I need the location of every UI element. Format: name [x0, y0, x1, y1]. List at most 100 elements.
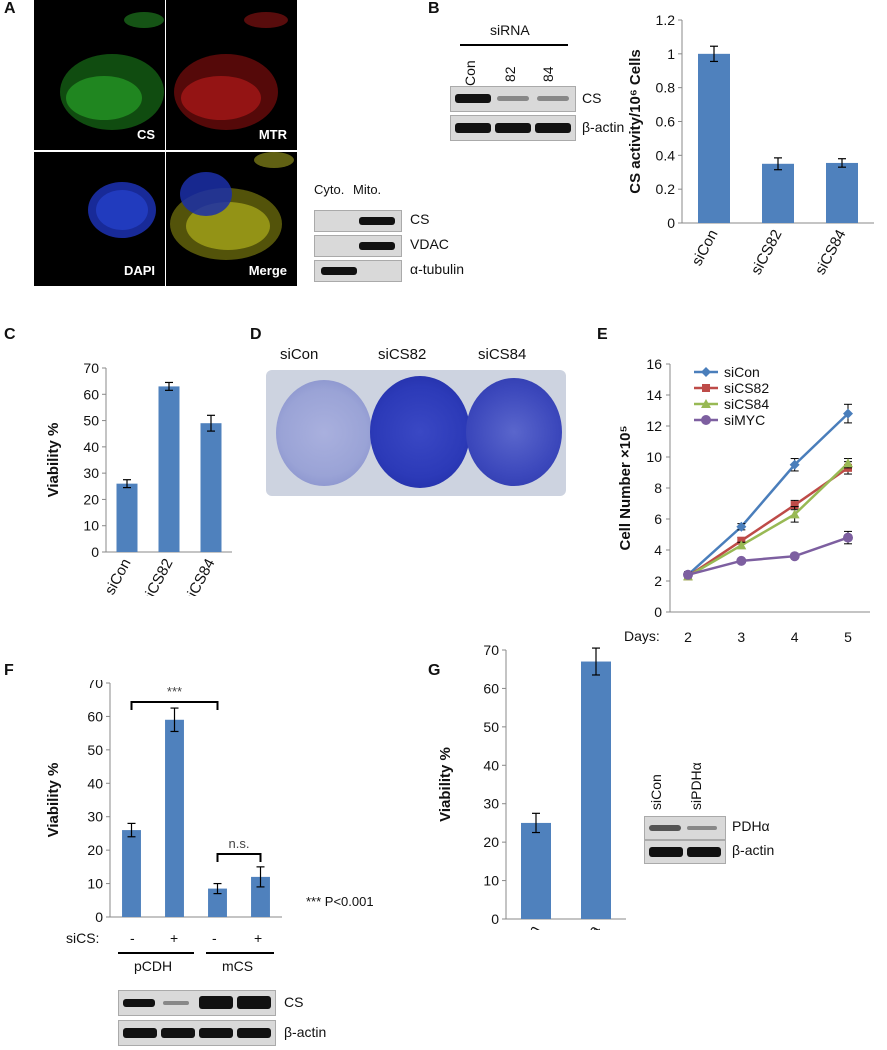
- chart-e-xtick-3: 5: [844, 629, 852, 645]
- chart-c-ytick-6: 60: [83, 386, 99, 402]
- chart-f-ytick-4: 40: [87, 775, 103, 791]
- f-pvalue-note: *** P<0.001: [306, 894, 374, 909]
- blot-a-row-cs: [314, 210, 402, 232]
- blot-g-label-pdha: PDHα: [732, 818, 770, 834]
- chart-b-ytick-2: 0.4: [656, 147, 676, 163]
- blot-f-label-actin: β-actin: [284, 1024, 327, 1040]
- chart-g-xtick-1: siPDHa: [565, 922, 604, 930]
- chart-e-point-siCS84-2: [789, 509, 800, 519]
- chart-g-ytick-5: 50: [483, 719, 499, 735]
- chart-e-xtick-1: 3: [737, 629, 745, 645]
- micro-label-merge: Merge: [248, 263, 287, 278]
- chart-c-bar-1: [158, 386, 180, 552]
- chart-c-ytick-3: 30: [83, 465, 99, 481]
- dish-sics84: [466, 378, 562, 486]
- dish-label-sics84: siCS84: [478, 346, 527, 363]
- chart-e-point-siMYC-3: [843, 532, 853, 543]
- blot-f-label-cs: CS: [284, 994, 304, 1010]
- blot-a-header-mito: Mito.: [353, 182, 382, 197]
- panel-letter-e: E: [597, 326, 608, 343]
- chart-c-ytick-0: 0: [91, 544, 99, 560]
- chart-g-ylabel: Viability %: [437, 747, 454, 822]
- blot-a-label-tubulin: α-tubulin: [410, 261, 465, 277]
- chart-e-ytick-2: 4: [654, 542, 662, 558]
- f-sig-main-label: ***: [167, 684, 182, 699]
- chart-e-legend-marker-siCS84: [701, 399, 711, 408]
- f-group-line-pcdh: [118, 952, 194, 954]
- chart-e-legend-label-siCon: siCon: [724, 364, 760, 380]
- chart-f-ytick-1: 10: [87, 876, 103, 892]
- chart-b-ytick-0: 0: [667, 215, 675, 231]
- chart-c-ytick-7: 70: [83, 360, 99, 376]
- chart-e-legend-label-siCS84: siCS84: [724, 396, 769, 412]
- chart-e-legend-label-siMYC: siMYC: [724, 412, 765, 428]
- chart-g-ytick-1: 10: [483, 873, 499, 889]
- chart-g-bar-1: [581, 661, 611, 919]
- chart-f-ytick-7: 70: [87, 680, 103, 691]
- blot-a-header-cyto: Cyto.: [314, 182, 345, 197]
- chart-e-line-siMYC: [687, 536, 849, 577]
- chart-e-ytick-6: 12: [646, 418, 662, 434]
- dish-label-sics82: siCS82: [378, 346, 427, 363]
- blot-a-label-cs: CS: [410, 211, 430, 227]
- chart-c-ytick-5: 50: [83, 413, 99, 429]
- chart-b-ytick-4: 0.8: [656, 80, 676, 96]
- chart-e-line-siCS82: [687, 466, 849, 578]
- chart-b-bar-1: [762, 163, 794, 223]
- blot-b-header-line: [460, 44, 568, 46]
- blot-b-lane-84: 84: [540, 66, 556, 82]
- chart-e-point-siCon-1: [736, 521, 747, 532]
- blot-a-row-tubulin: [314, 260, 402, 282]
- blot-f-row-cs: [118, 990, 276, 1016]
- chart-e-ytick-3: 6: [654, 511, 662, 527]
- chart-f-bar-3: [251, 876, 270, 917]
- blot-b-row-actin: [450, 115, 576, 141]
- chart-e-legend-label-siCS82: siCS82: [724, 380, 769, 396]
- f-sics-label: siCS:: [66, 930, 100, 946]
- chart-b-bar-0: [698, 53, 730, 224]
- chart-b-ytick-5: 1: [667, 46, 675, 62]
- chart-g-viability: 0 10 20 30 40 50 60 70 siCon siPDHa Viability %: [437, 642, 626, 930]
- chart-c-xtick-1: siCS82: [139, 556, 177, 596]
- blot-a-label-vdac: VDAC: [410, 236, 449, 252]
- chart-b-ylabel: CS activity/10⁶ Cells: [627, 49, 644, 193]
- chart-f-ytick-3: 30: [87, 809, 103, 825]
- chart-e-point-siCS84-3: [843, 458, 853, 468]
- chart-e-ylabel: Cell Number ×10⁵: [617, 425, 634, 550]
- f-sign-2: +: [170, 930, 179, 946]
- micro-label-mtr: MTR: [258, 127, 287, 142]
- f-sig-bracket-main: [130, 701, 219, 710]
- chart-c-ytick-4: 40: [83, 439, 99, 455]
- chart-g-bar-0: [521, 822, 551, 919]
- panel-letter-g: G: [428, 662, 441, 679]
- micro-label-dapi: DAPI: [123, 263, 155, 278]
- micro-dapi-image: DAPI: [34, 152, 165, 286]
- chart-e-legend-marker-siCon: [701, 367, 711, 377]
- chart-e-ytick-8: 16: [646, 356, 662, 372]
- f-group-line-mcs: [206, 952, 274, 954]
- panel-letter-d: D: [250, 326, 262, 343]
- chart-e-legend-marker-siCS82: [702, 384, 710, 392]
- blot-g-label-actin: β-actin: [732, 842, 775, 858]
- chart-c-bar-0: [116, 483, 138, 552]
- chart-b-ytick-6: 1.2: [656, 12, 676, 28]
- blot-g-row-actin: [644, 840, 726, 864]
- chart-f-bar-0: [122, 830, 141, 917]
- f-group-mcs: mCS: [222, 958, 254, 974]
- chart-e-point-siCon-2: [789, 459, 800, 470]
- dish-sicon: [276, 380, 372, 486]
- chart-f-viability: 0 10 20 30 40 50 60 70 Viability % *** n.s.: [45, 680, 282, 925]
- chart-e-ytick-5: 10: [646, 449, 662, 465]
- chart-g-ytick-6: 60: [483, 680, 499, 696]
- chart-e-legend-marker-siMYC: [701, 415, 711, 425]
- dish-label-sicon: siCon: [280, 346, 319, 363]
- chart-g-ytick-3: 30: [483, 796, 499, 812]
- chart-c-viability: 0 10 20 30 40 50 60 70 siCon siCS82 siCS84 Viabilit…: [45, 360, 232, 596]
- chart-e-ytick-0: 0: [654, 604, 662, 620]
- chart-b-bar-2: [826, 162, 858, 223]
- chart-b-ytick-1: 0.2: [656, 181, 676, 197]
- f-sig-ns-label: n.s.: [229, 836, 250, 851]
- chart-c-xtick-2: siCS84: [181, 556, 219, 596]
- chart-b-xtick-2: siCS84: [812, 227, 850, 278]
